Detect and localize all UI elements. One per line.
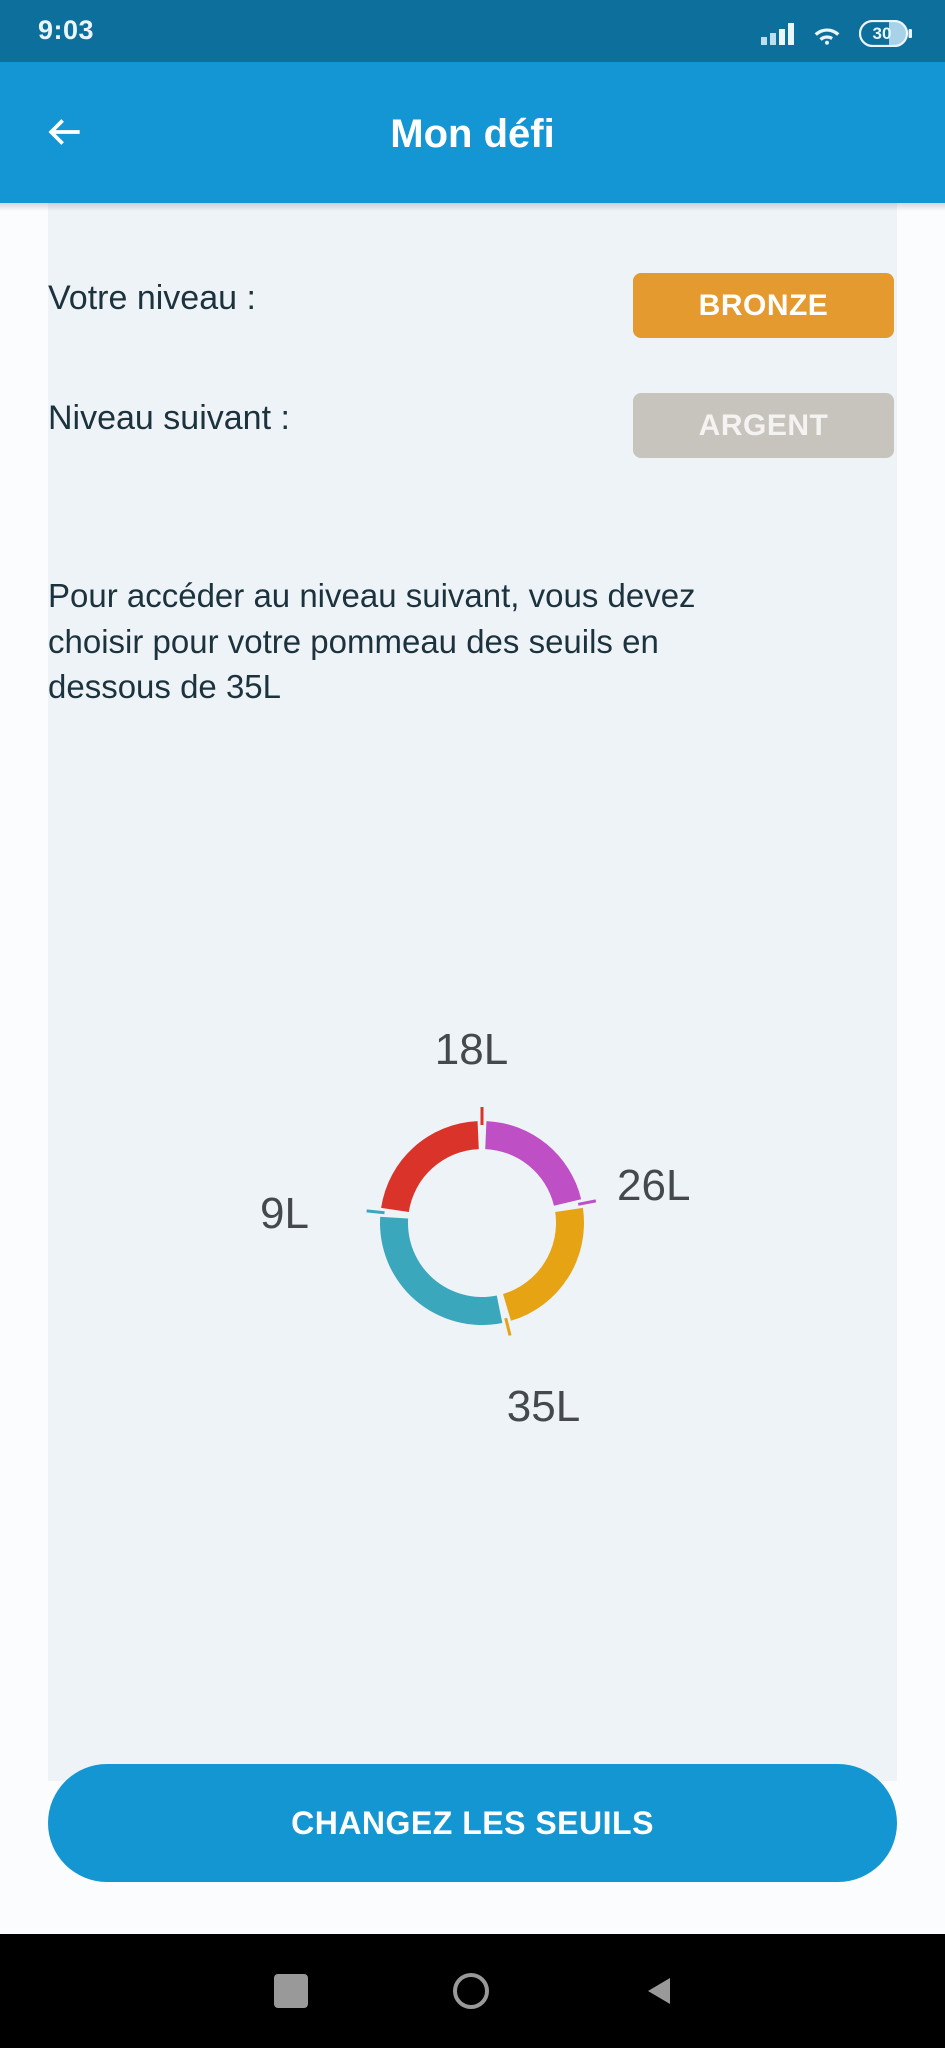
svg-text:30: 30 bbox=[873, 24, 892, 43]
svg-text:35L: 35L bbox=[507, 1382, 580, 1431]
svg-text:9L: 9L bbox=[260, 1189, 309, 1238]
svg-text:26L: 26L bbox=[617, 1161, 690, 1210]
svg-text:18L: 18L bbox=[435, 1025, 508, 1074]
